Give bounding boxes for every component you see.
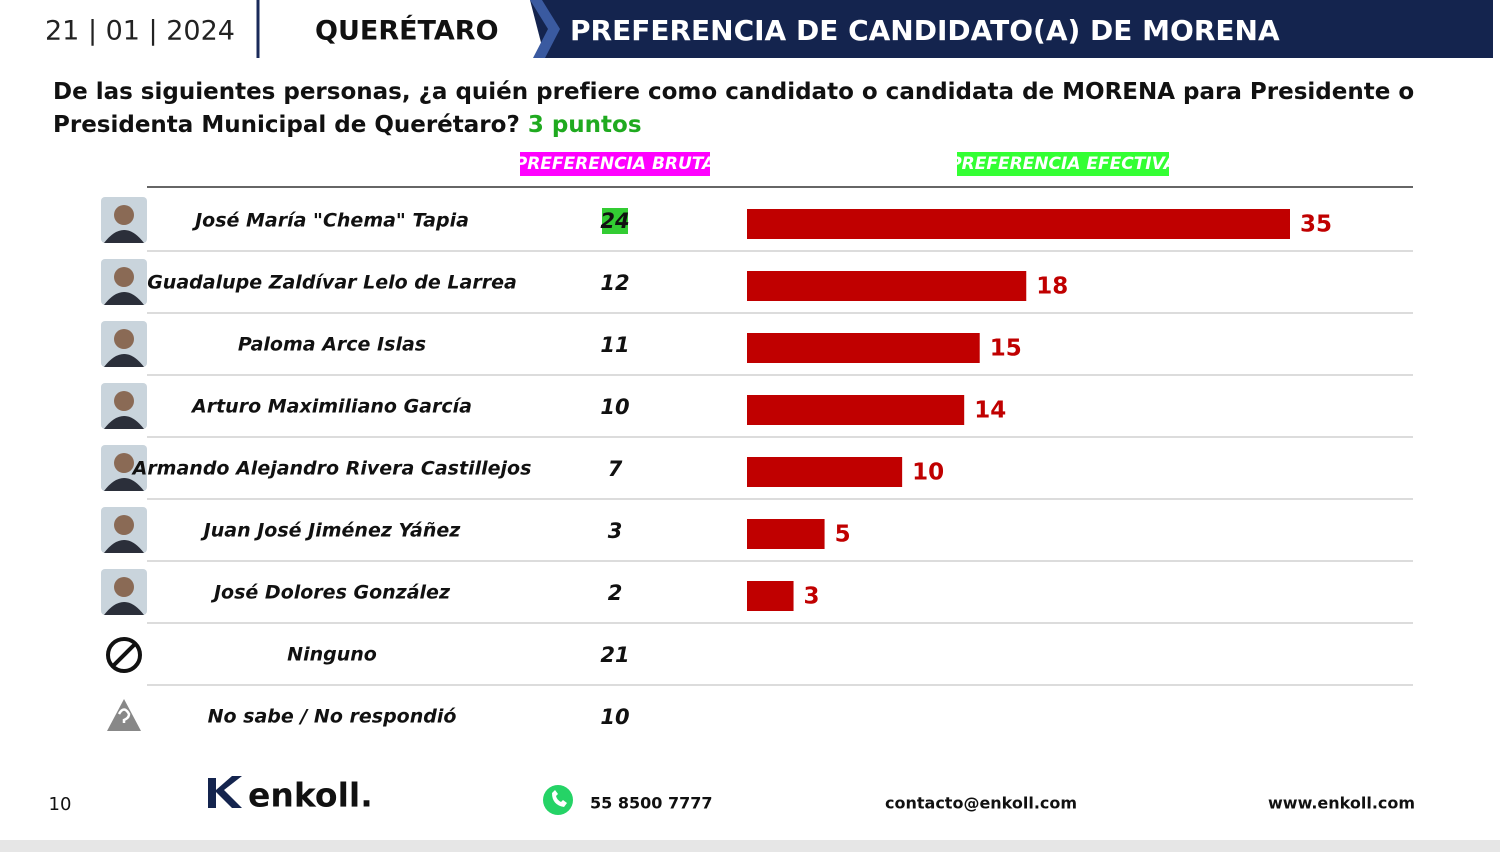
avatar-head (114, 515, 134, 535)
bar (747, 519, 825, 549)
raw-preference: 21 (600, 643, 629, 667)
avatar-head (114, 577, 134, 597)
bar-label: 10 (912, 460, 944, 486)
question: De las siguientes personas, ¿a quién pre… (53, 76, 1433, 142)
highlight (602, 208, 628, 234)
title-bar (530, 0, 1493, 58)
candidate-name: José María "Chema" Tapia (191, 210, 469, 232)
column-header: PREFERENCIA BRUTA (515, 154, 715, 174)
bar-label: 5 (835, 522, 851, 548)
avatar-body (104, 478, 144, 491)
website: www.enkoll.com (1268, 794, 1415, 813)
avatar-head (114, 453, 134, 473)
bar (747, 581, 794, 611)
bar (747, 209, 1290, 239)
candidate-name: Arturo Maximiliano García (190, 396, 472, 418)
bar (747, 457, 903, 487)
avatar-body (104, 602, 144, 615)
raw-preference: 10 (600, 705, 629, 729)
column-header-bg (957, 152, 1169, 176)
avatar-body (104, 540, 144, 553)
avatar-body (104, 292, 144, 305)
candidate-name: Juan José Jiménez Yáñez (200, 520, 462, 542)
bar (747, 271, 1027, 301)
candidate-name: Paloma Arce Islas (238, 334, 426, 356)
raw-preference: 24 (600, 209, 629, 233)
avatar-head (114, 329, 134, 349)
whatsapp-phone (552, 790, 567, 807)
candidate-name: Ninguno (287, 644, 377, 666)
bar-label: 18 (1036, 274, 1068, 300)
avatar-body (104, 416, 144, 429)
column-header-bg (520, 152, 710, 176)
state: QUERÉTARO (315, 15, 499, 47)
unknown-icon-mark (117, 708, 131, 723)
logo: enkoll. (248, 776, 373, 815)
avatar-head (114, 391, 134, 411)
avatar-head (114, 205, 134, 225)
avatar-head (114, 267, 134, 287)
raw-preference: 2 (608, 581, 623, 605)
unknown-icon (107, 699, 141, 731)
column-header: PREFERENCIA EFECTIVA (949, 154, 1177, 174)
candidate-name: Guadalupe Zaldívar Lelo de Larrea (147, 272, 517, 294)
avatar-body (104, 354, 144, 367)
raw-preference: 12 (600, 271, 629, 295)
bar-label: 35 (1300, 212, 1332, 238)
none-icon (106, 637, 142, 673)
email: contacto@enkoll.com (885, 794, 1077, 813)
bottom-band (0, 840, 1500, 852)
bar (747, 333, 980, 363)
logo-mark (208, 776, 242, 808)
bar-label: 15 (990, 336, 1022, 362)
raw-preference: 11 (600, 333, 629, 357)
date: 21 | 01 | 2024 (45, 16, 235, 47)
bar-label: 3 (804, 584, 820, 610)
candidate-name: Armando Alejandro Rivera Castillejos (131, 458, 532, 480)
question-highlight: 3 puntos (527, 112, 642, 138)
question-text: De las siguientes personas, ¿a quién pre… (53, 79, 1415, 138)
candidate-name: No sabe / No respondió (208, 706, 457, 728)
phone: 55 8500 7777 (590, 794, 712, 813)
candidate-name: José Dolores González (210, 582, 451, 604)
avatar-body (104, 230, 144, 243)
raw-preference: 3 (608, 519, 623, 543)
bar (747, 395, 965, 425)
raw-preference: 10 (600, 395, 629, 419)
bar-label: 14 (974, 398, 1006, 424)
raw-preference: 7 (608, 457, 623, 481)
slide-title: PREFERENCIA DE CANDIDATO(A) DE MORENA (570, 14, 1280, 47)
title-accent (530, 0, 560, 58)
page-number: 10 (49, 794, 72, 815)
none-icon-slash (111, 642, 137, 668)
